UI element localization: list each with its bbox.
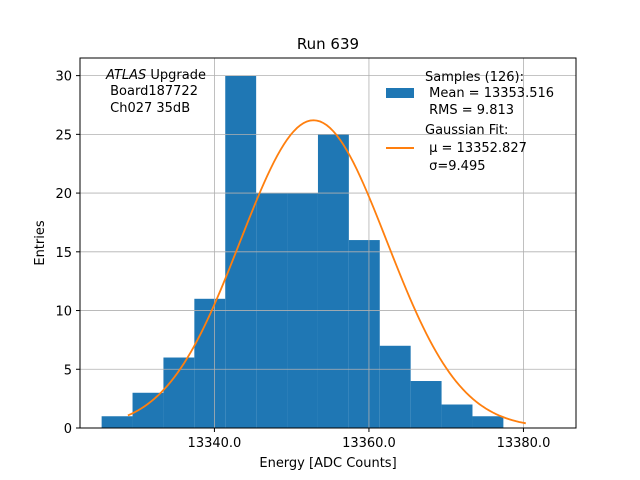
x-axis-ticks: 13340.0 13360.0 13380.0 — [188, 428, 551, 451]
histogram-bar — [194, 298, 226, 428]
annotation-line-2: Board187722 — [106, 84, 198, 99]
histogram-bar — [441, 404, 473, 428]
x-axis-label: Energy [ADC Counts] — [259, 456, 396, 471]
x-tick-label: 13380.0 — [497, 436, 551, 451]
annotation-line-3: Ch027 35dB — [106, 101, 190, 116]
legend-samples-line-2: Mean = 13353.516 — [425, 86, 554, 101]
y-tick-label: 30 — [55, 70, 72, 85]
y-tick-label: 25 — [55, 128, 72, 143]
y-tick-label: 5 — [64, 363, 72, 378]
y-tick-label: 20 — [55, 187, 72, 202]
histogram-bar — [163, 357, 195, 428]
legend-samples-line-1: Samples (126): — [425, 70, 524, 85]
legend-samples-line-3: RMS = 9.813 — [425, 103, 514, 118]
y-tick-label: 10 — [55, 305, 72, 320]
histogram-bar — [379, 345, 411, 428]
legend-fit-line-3: σ=9.495 — [425, 159, 485, 174]
annotation-upgrade: Upgrade — [146, 68, 206, 83]
chart-title: Run 639 — [297, 35, 359, 53]
gaussian-fit-curve — [127, 119, 526, 425]
legend-patch-samples — [386, 88, 414, 98]
plot-frame — [79, 57, 577, 429]
legend: Samples (126): Mean = 13353.516 RMS = 9.… — [386, 70, 554, 174]
gaussian-fit-line — [127, 119, 526, 425]
y-tick-label: 0 — [64, 422, 72, 437]
annotation-box: ATLAS Upgrade Board187722 Ch027 35dB — [105, 68, 206, 116]
y-axis-ticks: 0 5 10 15 20 25 30 — [55, 70, 80, 437]
x-tick-label: 13360.0 — [342, 436, 396, 451]
y-tick-label: 15 — [55, 246, 72, 261]
histogram-bar — [472, 416, 504, 428]
histogram-bar — [101, 416, 133, 428]
histogram-bar — [317, 134, 349, 428]
grid-overlay — [80, 58, 576, 429]
annotation-line-1: ATLAS Upgrade — [105, 68, 206, 83]
y-axis-label: Entries — [33, 220, 48, 266]
histogram-bar — [410, 381, 442, 428]
histogram-bar — [348, 240, 380, 428]
legend-fit-line-2: μ = 13352.827 — [425, 141, 527, 156]
x-tick-label: 13340.0 — [188, 436, 242, 451]
annotation-atlas: ATLAS — [105, 68, 146, 83]
legend-fit-line-1: Gaussian Fit: — [425, 123, 508, 138]
